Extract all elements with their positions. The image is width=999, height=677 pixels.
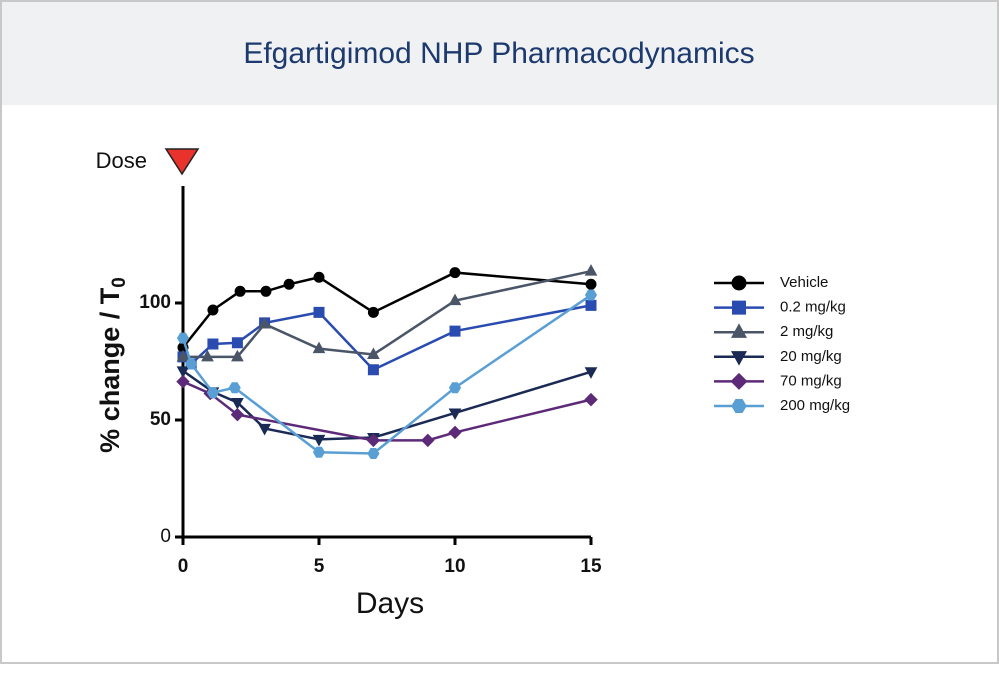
marker	[367, 447, 380, 459]
marker	[449, 267, 461, 279]
marker	[207, 338, 219, 350]
marker	[421, 433, 435, 448]
marker	[258, 317, 271, 329]
legend-label: 0.2 mg/kg	[780, 299, 846, 316]
marker	[312, 434, 326, 447]
marker	[367, 306, 379, 318]
marker	[366, 433, 381, 448]
y-tick-label: 0	[160, 526, 171, 547]
marker	[448, 425, 462, 440]
marker	[731, 323, 747, 338]
marker	[584, 289, 598, 301]
marker	[176, 366, 190, 378]
title-band	[2, 2, 997, 105]
marker	[176, 349, 190, 362]
y-axis-label-main: % change / T	[95, 287, 125, 453]
marker	[313, 306, 325, 318]
marker	[176, 332, 190, 344]
marker	[585, 299, 597, 311]
marker	[731, 275, 747, 291]
x-tick-label: 0	[178, 556, 189, 577]
marker	[584, 264, 598, 276]
marker	[449, 325, 461, 337]
marker	[367, 364, 379, 376]
legend-label: 2 mg/kg	[780, 323, 833, 340]
marker	[732, 300, 746, 315]
marker	[312, 446, 326, 458]
marker	[234, 285, 246, 297]
marker	[584, 367, 598, 379]
x-tick-label: 10	[444, 556, 465, 577]
marker	[231, 397, 244, 410]
y-tick-label: 100	[139, 292, 171, 313]
legend-label: Vehicle	[780, 274, 828, 291]
dose-marker	[164, 148, 200, 176]
marker	[312, 341, 326, 354]
marker	[313, 271, 325, 283]
x-axis-label: Days	[356, 587, 424, 620]
legend-label: 70 mg/kg	[780, 372, 842, 389]
marker	[230, 407, 245, 422]
y-axis-label-sub: 0	[109, 277, 130, 288]
marker	[206, 387, 220, 399]
marker	[448, 293, 462, 306]
marker	[228, 382, 241, 394]
dose-label: Dose	[96, 148, 147, 173]
series-line	[181, 294, 592, 455]
chart-title: Efgartigimod NHP Pharmacodynamics	[243, 37, 754, 70]
marker	[260, 285, 272, 297]
marker	[176, 374, 190, 389]
y-axis-label: % change / T0	[95, 277, 130, 453]
marker	[585, 278, 597, 290]
marker	[448, 382, 462, 394]
marker	[207, 304, 219, 316]
x-tick-label: 5	[314, 556, 325, 577]
marker	[730, 372, 748, 390]
marker	[283, 278, 295, 290]
legend-label: 20 mg/kg	[780, 348, 842, 365]
marker	[367, 347, 380, 359]
marker	[231, 349, 244, 362]
y-tick-label: 50	[150, 409, 171, 430]
marker	[584, 392, 598, 407]
legend-label: 200 mg/kg	[780, 397, 850, 414]
marker	[731, 399, 747, 413]
marker	[258, 423, 271, 436]
marker	[201, 349, 214, 362]
marker	[185, 358, 198, 370]
marker	[448, 408, 462, 421]
marker	[231, 337, 243, 349]
x-tick-label: 15	[580, 556, 602, 577]
series-line	[183, 269, 592, 359]
marker	[731, 351, 747, 366]
